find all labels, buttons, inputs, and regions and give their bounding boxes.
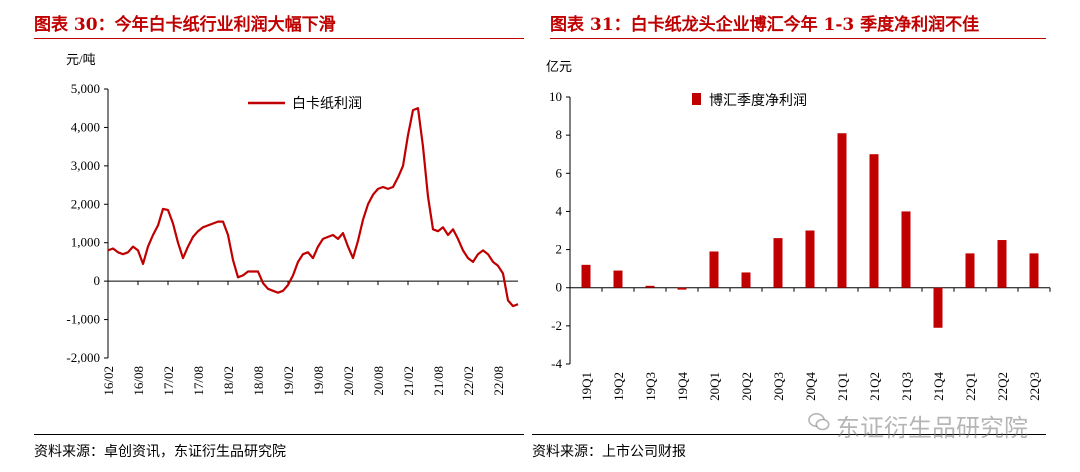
left-x-tick-label: 17/02	[161, 366, 176, 396]
left-x-tick-label: 16/02	[101, 366, 116, 396]
right-y-tick-label: -4	[551, 356, 562, 371]
left-chart-title: 图表 30：今年白卡纸行业利润大幅下滑	[34, 15, 336, 35]
right-bar	[709, 251, 719, 288]
right-x-tick-label: 22Q1	[963, 372, 978, 401]
bohui-quarterly-profit-bar-chart: 亿元 -4 -2 0 2 4 6 8 10 19Q1 19Q2 19Q3 19Q4 20Q1 20Q2 20Q…	[546, 59, 1051, 401]
watermark-text: 东证衍生品研究院	[836, 414, 1028, 442]
right-bar	[933, 287, 943, 328]
white-cardboard-profit-line-chart: 元/吨 -2,000 -1,000 0 1,000 2,000 3,000 4,000 5,00…	[66, 52, 519, 396]
left-y-tick-label: -2,000	[66, 350, 100, 365]
right-data-source: 资料来源：上市公司财报	[532, 444, 686, 460]
left-legend-label: 白卡纸利润	[292, 96, 362, 112]
left-x-tick-label: 16/08	[131, 366, 146, 396]
left-y-tick-label: 5,000	[71, 81, 100, 96]
right-bar	[581, 264, 591, 288]
right-y-tick-label: 0	[556, 280, 563, 295]
left-x-tick-label: 18/02	[221, 366, 236, 396]
right-bar	[869, 154, 879, 288]
right-legend-swatch	[692, 93, 701, 105]
right-x-tick-label: 22Q2	[995, 372, 1010, 401]
right-y-tick-label: 8	[556, 127, 563, 142]
left-data-source: 资料来源：卓创资讯，东证衍生品研究院	[34, 444, 286, 460]
right-y-tick-label: 6	[556, 165, 563, 180]
right-legend-label: 博汇季度净利润	[709, 92, 807, 109]
right-bar	[901, 211, 911, 288]
left-y-tick-label: 2,000	[71, 196, 100, 211]
left-x-tick-label: 17/08	[191, 366, 206, 396]
right-x-tick-label: 19Q1	[579, 372, 594, 401]
left-y-tick-label: -1,000	[66, 312, 100, 327]
right-bar	[677, 287, 687, 290]
right-y-tick-label: -2	[551, 318, 562, 333]
right-bar	[965, 253, 975, 288]
right-x-tick-label: 21Q2	[867, 372, 882, 401]
right-bar	[645, 285, 655, 288]
right-source-divider	[532, 434, 1046, 435]
left-x-tick-label: 22/08	[491, 366, 506, 396]
right-x-tick-label: 19Q4	[675, 372, 690, 401]
left-x-tick-label: 19/08	[311, 366, 326, 396]
right-y-tick-label: 2	[556, 242, 563, 257]
right-bar	[773, 238, 783, 288]
left-x-tick-label: 19/02	[281, 366, 296, 396]
right-x-tick-label: 20Q1	[707, 372, 722, 401]
left-x-tick-label: 21/08	[431, 366, 446, 396]
right-chart-title: 图表 31：白卡纸龙头企业博汇今年 1-3 季度净利润不佳	[550, 15, 980, 35]
left-y-tick-label: 4,000	[71, 119, 100, 134]
left-y-tick-label: 0	[94, 273, 101, 288]
left-unit-label: 元/吨	[66, 52, 96, 67]
right-x-tick-label: 20Q4	[803, 372, 818, 401]
left-source-divider	[34, 434, 524, 435]
right-x-tick-label: 19Q3	[643, 372, 658, 401]
right-x-tick-label: 19Q2	[611, 372, 626, 401]
right-x-tick-label: 20Q2	[739, 372, 754, 401]
right-bar	[613, 270, 623, 288]
right-x-tick-label: 21Q3	[899, 372, 914, 401]
right-x-tick-label: 21Q4	[931, 372, 946, 401]
left-x-tick-label: 22/02	[461, 366, 476, 396]
wechat-icon	[808, 413, 830, 431]
right-title-divider	[550, 38, 1046, 39]
left-y-tick-label: 1,000	[71, 235, 100, 250]
left-x-tick-label: 18/08	[251, 366, 266, 396]
right-bar	[805, 230, 815, 288]
left-x-tick-label: 20/08	[371, 366, 386, 396]
right-bar	[837, 133, 847, 288]
right-x-tick-label: 22Q3	[1027, 372, 1042, 401]
right-bar	[997, 240, 1007, 288]
right-x-tick-label: 20Q3	[771, 372, 786, 401]
left-y-tick-label: 3,000	[71, 158, 100, 173]
right-bar	[741, 272, 751, 288]
right-y-tick-label: 10	[549, 89, 562, 104]
right-x-tick-label: 21Q1	[835, 372, 850, 401]
left-series-line	[107, 107, 519, 308]
right-y-tick-label: 4	[556, 203, 563, 218]
left-x-tick-label: 20/02	[341, 366, 356, 396]
left-x-tick-label: 21/02	[401, 366, 416, 396]
right-unit-label: 亿元	[546, 59, 572, 74]
left-title-divider	[34, 38, 524, 39]
right-bar	[1029, 253, 1039, 288]
